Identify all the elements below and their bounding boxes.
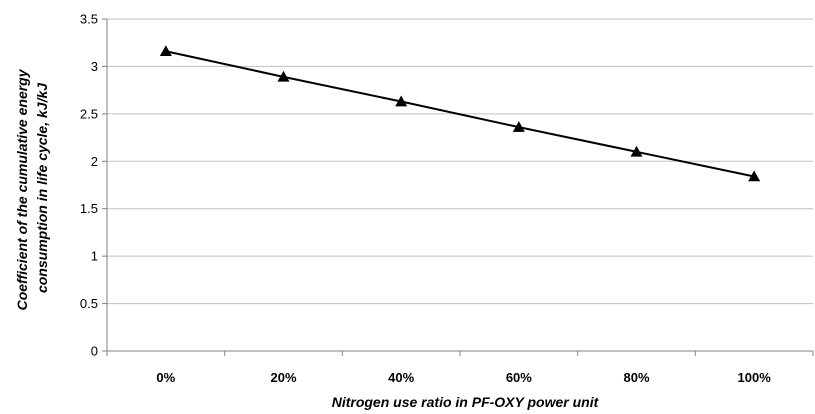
series-line: [165, 50, 755, 178]
y-axis-ticks: 0 0.5 1 1.5 2 2.5 3 3.5: [80, 12, 107, 359]
y-tick-label: 1: [91, 249, 98, 264]
y-axis-title-line-1: Coefficient of the cumulative energy: [14, 68, 30, 310]
y-tick-label: 0.5: [80, 296, 98, 311]
data-point-marker: [512, 121, 525, 132]
x-tick-label: 20%: [270, 370, 296, 385]
data-point-marker: [159, 45, 172, 57]
y-tick-label: 2.5: [80, 106, 98, 121]
x-axis-ticks: 0% 20% 40% 60% 80% 100%: [106, 351, 814, 385]
x-tick-label: 40%: [388, 370, 414, 385]
x-tick-label: 60%: [506, 370, 532, 385]
y-axis-title-line-2: consumption in life cycle, kJ/kJ: [34, 82, 50, 293]
data-point-marker: [277, 70, 290, 82]
data-point-marker: [395, 95, 408, 107]
x-axis-title: Nitrogen use ratio in PF-OXY power unit: [332, 394, 600, 410]
x-tick-label: 100%: [738, 370, 772, 385]
y-axis-title: Coefficient of the cumulative energy con…: [14, 66, 50, 311]
y-tick-label: 2: [91, 154, 98, 169]
x-tick-label: 0%: [156, 370, 175, 385]
y-tick-label: 3.5: [80, 12, 98, 27]
y-tick-label: 0: [91, 344, 98, 359]
x-tick-label: 80%: [623, 370, 649, 385]
data-point-marker: [748, 170, 761, 182]
series-markers: [159, 45, 761, 182]
data-point-marker: [630, 145, 643, 157]
y-tick-label: 3: [91, 59, 98, 74]
y-tick-label: 1.5: [80, 201, 98, 216]
